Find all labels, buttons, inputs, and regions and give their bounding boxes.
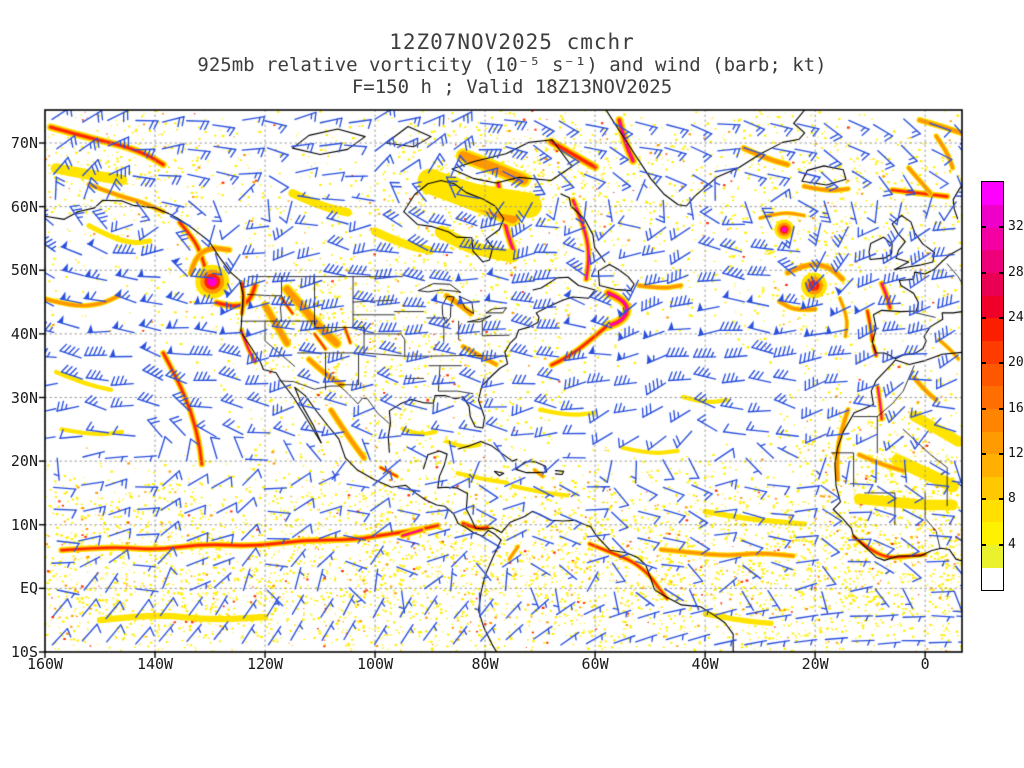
colorbar-segment (982, 499, 1003, 523)
colorbar-tick-label: 28 (1008, 264, 1024, 280)
colorbar-tick (982, 317, 986, 319)
colorbar-tick (982, 226, 986, 229)
colorbar-segment (982, 476, 1003, 500)
y-axis-label: 60N (10, 197, 38, 216)
colorbar-tick-label: 20 (1008, 355, 1024, 371)
colorbar (981, 181, 1004, 591)
colorbar-segment (982, 408, 1003, 432)
y-axis-label: 40N (10, 324, 38, 343)
colorbar-tick-label: 4 (1008, 536, 1016, 552)
y-axis-label: 10N (10, 515, 38, 534)
x-axis-label: 60W (581, 655, 609, 673)
colorbar-segment (982, 250, 1003, 274)
x-axis-label: 120W (246, 655, 284, 673)
colorbar-segment (982, 295, 1003, 319)
y-axis-label: 50N (10, 261, 38, 280)
colorbar-tick (999, 453, 1003, 455)
colorbar-segment (982, 204, 1003, 228)
colorbar-tick (999, 317, 1003, 319)
colorbar-tick (999, 498, 1003, 501)
colorbar-segment (982, 182, 1003, 206)
colorbar-segment (982, 386, 1003, 410)
colorbar-segment (982, 567, 1003, 591)
colorbar-tick-label: 12 (1008, 446, 1024, 461)
colorbar-tick (982, 498, 986, 501)
colorbar-segment (982, 318, 1003, 342)
colorbar-tick (999, 226, 1003, 229)
colorbar-tick (982, 453, 986, 455)
colorbar-segment (982, 363, 1003, 387)
x-axis-label: 160W (26, 655, 64, 673)
colorbar-tick (982, 407, 986, 410)
colorbar-tick (999, 407, 1003, 410)
x-axis-label: 140W (136, 655, 174, 673)
x-axis-label: 40W (691, 655, 719, 673)
chart-title: 12Z07NOV2025 cmchr (389, 30, 635, 54)
chart-subtitle: 925mb relative vorticity (10⁻⁵ s⁻¹) and … (197, 54, 827, 76)
colorbar-segment (982, 544, 1003, 568)
colorbar-segment (982, 340, 1003, 364)
colorbar-tick (999, 543, 1003, 546)
x-axis-label: 0 (920, 655, 930, 673)
colorbar-tick-label: 8 (1008, 491, 1016, 507)
colorbar-segment (982, 454, 1003, 478)
y-axis-label: 10S (10, 643, 38, 661)
y-axis-label: EQ (19, 579, 38, 598)
colorbar-segment (982, 431, 1003, 455)
colorbar-segment (982, 227, 1003, 251)
colorbar-tick-label: 24 (1008, 310, 1024, 325)
chart-forecast-valid: F=150 h ; Valid 18Z13NOV2025 (351, 76, 673, 98)
colorbar-tick (999, 362, 1003, 365)
colorbar-tick (982, 271, 986, 274)
y-axis-label: 30N (10, 388, 38, 407)
x-axis-label: 20W (801, 655, 829, 673)
colorbar-tick (999, 271, 1003, 274)
colorbar-segment (982, 272, 1003, 296)
colorbar-tick-label: 16 (1008, 400, 1024, 416)
x-axis-label: 100W (356, 655, 394, 673)
x-axis-label: 80W (471, 655, 499, 673)
colorbar-segment (982, 522, 1003, 546)
y-axis-label: 70N (10, 134, 38, 152)
colorbar-tick-label: 32 (1008, 219, 1024, 235)
colorbar-tick (982, 362, 986, 365)
colorbar-tick (982, 543, 986, 546)
chart-titles: 12Z07NOV2025 cmchr 925mb relative vortic… (0, 30, 1024, 99)
y-axis-label: 20N (10, 452, 38, 471)
